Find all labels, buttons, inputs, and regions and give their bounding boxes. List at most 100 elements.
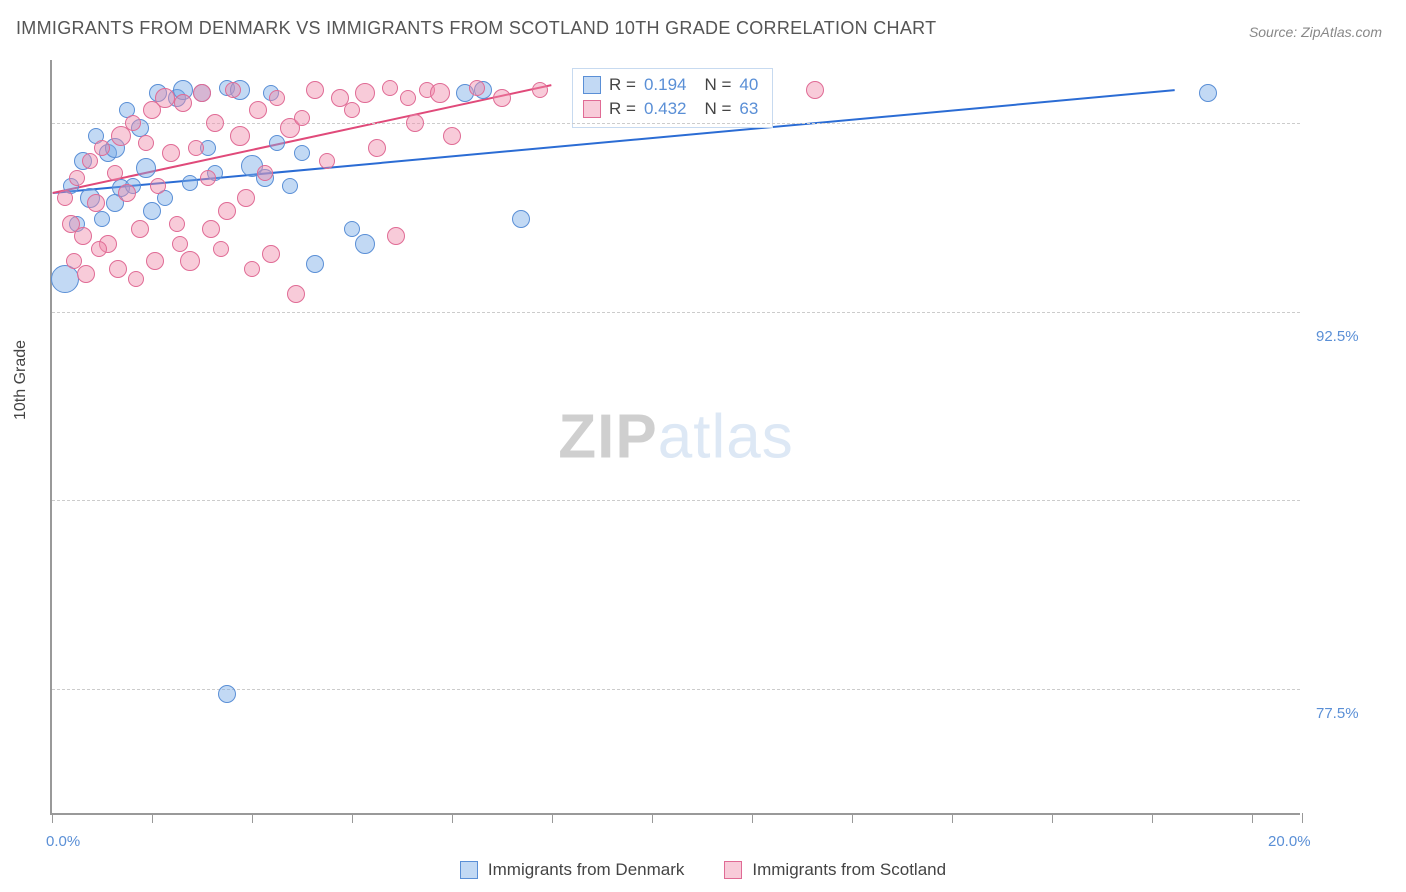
stats-n-value: 40	[739, 75, 758, 95]
data-point-scotland	[244, 261, 260, 277]
data-point-scotland	[150, 178, 166, 194]
y-axis-label: 10th Grade	[12, 340, 30, 420]
data-point-scotland	[237, 189, 255, 207]
x-tick	[52, 813, 53, 823]
data-point-scotland	[443, 127, 461, 145]
legend-swatch-bottom-scotland	[724, 861, 742, 879]
data-point-scotland	[249, 101, 267, 119]
data-point-scotland	[172, 236, 188, 252]
x-tick	[1302, 813, 1303, 823]
gridline-h	[52, 123, 1300, 124]
data-point-scotland	[206, 114, 224, 132]
watermark: ZIPatlas	[558, 401, 793, 472]
data-point-scotland	[269, 90, 285, 106]
data-point-scotland	[387, 227, 405, 245]
data-point-scotland	[125, 115, 141, 131]
data-point-denmark	[94, 211, 110, 227]
watermark-atlas: atlas	[658, 402, 794, 471]
data-point-scotland	[57, 190, 73, 206]
data-point-denmark	[136, 158, 156, 178]
x-tick	[1152, 813, 1153, 823]
stats-r-label: R =	[609, 75, 636, 95]
data-point-denmark	[344, 221, 360, 237]
legend-label: Immigrants from Denmark	[488, 860, 684, 880]
data-point-scotland	[382, 80, 398, 96]
bottom-legend: Immigrants from Denmark Immigrants from S…	[0, 860, 1406, 880]
x-tick	[152, 813, 153, 823]
stats-r-label: R =	[609, 99, 636, 119]
data-point-scotland	[188, 140, 204, 156]
data-point-scotland	[131, 220, 149, 238]
x-tick-label: 0.0%	[46, 833, 80, 850]
data-point-scotland	[202, 220, 220, 238]
data-point-denmark	[218, 685, 236, 703]
data-point-scotland	[74, 227, 92, 245]
stats-row-scotland: R = 0.432 N = 63	[583, 97, 758, 121]
data-point-scotland	[532, 82, 548, 98]
x-tick	[252, 813, 253, 823]
data-point-scotland	[218, 202, 236, 220]
watermark-zip: ZIP	[558, 402, 657, 471]
data-point-scotland	[94, 140, 110, 156]
data-point-scotland	[109, 260, 127, 278]
x-tick	[752, 813, 753, 823]
plot-area: ZIPatlas R = 0.194 N = 40R = 0.432 N = 6…	[50, 60, 1300, 815]
data-point-scotland	[69, 170, 85, 186]
data-point-denmark	[512, 210, 530, 228]
gridline-h	[52, 689, 1300, 690]
data-point-scotland	[368, 139, 386, 157]
data-point-denmark	[355, 234, 375, 254]
legend-swatch-denmark	[583, 76, 601, 94]
data-point-scotland	[287, 285, 305, 303]
data-point-scotland	[493, 89, 511, 107]
stats-n-label: N =	[704, 99, 731, 119]
data-point-denmark	[269, 135, 285, 151]
stats-n-value: 63	[739, 99, 758, 119]
trend-lines-svg	[52, 60, 1300, 813]
data-point-scotland	[107, 165, 123, 181]
data-point-scotland	[146, 252, 164, 270]
data-point-scotland	[344, 102, 360, 118]
data-point-scotland	[306, 81, 324, 99]
data-point-scotland	[200, 170, 216, 186]
data-point-denmark	[1199, 84, 1217, 102]
data-point-scotland	[294, 110, 310, 126]
x-tick	[1252, 813, 1253, 823]
x-tick	[552, 813, 553, 823]
data-point-scotland	[319, 153, 335, 169]
data-point-scotland	[213, 241, 229, 257]
x-tick	[652, 813, 653, 823]
data-point-scotland	[138, 135, 154, 151]
x-tick	[352, 813, 353, 823]
data-point-denmark	[306, 255, 324, 273]
data-point-scotland	[128, 271, 144, 287]
stats-r-value: 0.194	[644, 75, 687, 95]
data-point-scotland	[91, 241, 107, 257]
legend-swatch-scotland	[583, 100, 601, 118]
x-tick	[452, 813, 453, 823]
data-point-scotland	[430, 83, 450, 103]
stats-n-label: N =	[704, 75, 731, 95]
source-label: Source: ZipAtlas.com	[1249, 24, 1382, 40]
y-tick-label: 77.5%	[1316, 705, 1359, 722]
data-point-denmark	[294, 145, 310, 161]
data-point-scotland	[257, 165, 273, 181]
stats-box: R = 0.194 N = 40R = 0.432 N = 63	[572, 68, 773, 128]
stats-row-denmark: R = 0.194 N = 40	[583, 73, 758, 97]
legend-swatch-bottom-denmark	[460, 861, 478, 879]
data-point-scotland	[87, 194, 105, 212]
chart-title: IMMIGRANTS FROM DENMARK VS IMMIGRANTS FR…	[16, 18, 936, 39]
data-point-scotland	[169, 216, 185, 232]
data-point-scotland	[806, 81, 824, 99]
data-point-scotland	[400, 90, 416, 106]
x-tick	[1052, 813, 1053, 823]
y-tick-label: 92.5%	[1316, 328, 1359, 345]
data-point-scotland	[180, 251, 200, 271]
data-point-scotland	[469, 80, 485, 96]
data-point-scotland	[155, 88, 175, 108]
data-point-scotland	[230, 126, 250, 146]
legend-label: Immigrants from Scotland	[752, 860, 946, 880]
data-point-denmark	[282, 178, 298, 194]
data-point-scotland	[82, 153, 98, 169]
stats-r-value: 0.432	[644, 99, 687, 119]
